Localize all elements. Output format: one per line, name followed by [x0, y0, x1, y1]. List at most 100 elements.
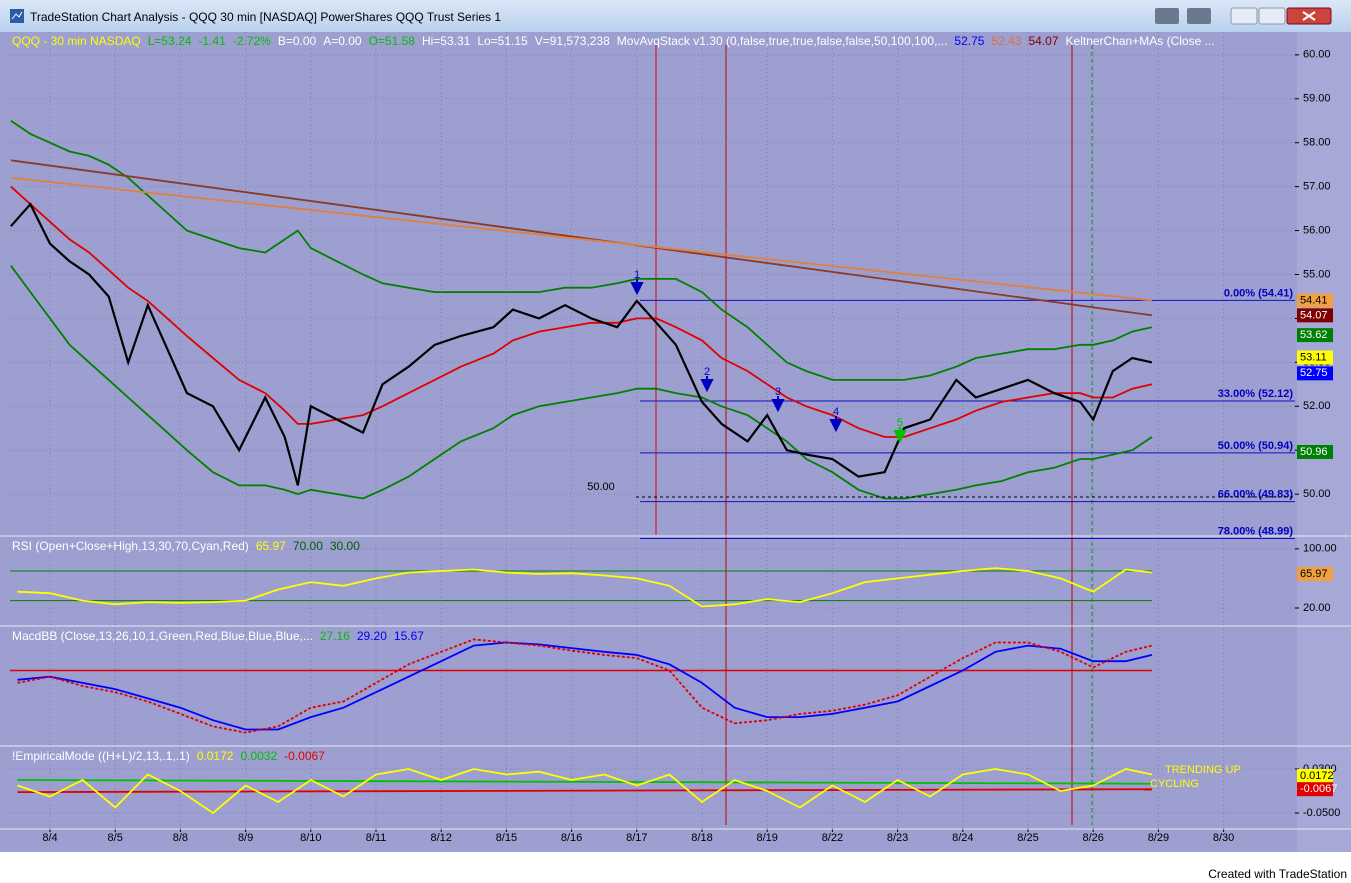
price-box	[1297, 293, 1333, 308]
y-tick-label: 100.00	[1303, 543, 1337, 555]
x-tick-label: 8/29	[1148, 832, 1169, 844]
x-tick-label: 8/18	[691, 832, 712, 844]
series-line	[10, 185, 1153, 438]
x-tick-label: 8/12	[430, 832, 451, 844]
x-tick-label: 8/24	[952, 832, 973, 844]
footer: Created with TradeStation	[1208, 867, 1347, 881]
annotation: 2	[704, 366, 710, 378]
price-box	[1297, 350, 1333, 365]
window-controls[interactable]	[1155, 6, 1345, 28]
plot-bg	[0, 32, 1351, 852]
menu-button[interactable]	[1155, 8, 1179, 24]
legend-item: Hi=53.31	[421, 34, 471, 48]
title-bar: TradeStation Chart Analysis - QQQ 30 min…	[0, 0, 1351, 32]
arrow	[700, 376, 714, 393]
legend-item: -2.72%	[232, 34, 271, 48]
axis-bg	[1297, 32, 1351, 852]
x-tick-label: 8/4	[42, 832, 57, 844]
legend-item: 70.00	[292, 539, 323, 553]
fib-label: 33.00% (52.12)	[1218, 388, 1294, 400]
x-tick-label: 8/26	[1082, 832, 1103, 844]
chart: 8/4 8/5 8/8 8/9 8/10 8/11 8/12 8/15 8/16 8/17 8/18…	[0, 32, 1351, 883]
annotation: 3	[775, 386, 781, 398]
price-box	[1297, 366, 1333, 381]
series-line	[10, 265, 1153, 500]
legend-item: 29.20	[356, 629, 387, 643]
note: TRENDING UP	[1165, 764, 1241, 776]
x-tick-label: 8/17	[626, 832, 647, 844]
legend-item: A=0.00	[323, 34, 362, 48]
footer-bg	[0, 852, 1351, 883]
y-tick-label: 57.00	[1303, 181, 1331, 193]
series-line	[17, 779, 1152, 785]
legend-item: Lo=51.15	[477, 34, 528, 48]
legend-item: L=53.24	[147, 34, 192, 48]
note: CYCLING	[1150, 778, 1199, 790]
price-box-label: 52.75	[1300, 367, 1328, 379]
price-box-label: 50.96	[1300, 446, 1328, 458]
x-tick-label: 8/25	[1017, 832, 1038, 844]
fib-label: 0.00% (54.41)	[1224, 287, 1293, 299]
price-box-label: 53.11	[1300, 351, 1327, 363]
y-tick-label: -0.0500	[1303, 807, 1340, 819]
fib-label: 78.00% (48.99)	[1218, 525, 1294, 537]
y-tick-label: 52.00	[1303, 400, 1331, 412]
legend-item: MacdBB (Close,13,26,10,1,Green,Red,Blue,…	[12, 629, 313, 643]
maximize-button[interactable]	[1258, 7, 1286, 25]
price-box	[1297, 444, 1333, 459]
annotation: 4	[833, 406, 839, 418]
series-line	[10, 119, 1153, 381]
minimize-button[interactable]	[1230, 7, 1258, 25]
arrow	[630, 279, 644, 296]
legend-item: -1.41	[198, 34, 226, 48]
x-tick-label: 8/30	[1213, 832, 1234, 844]
x-tick-label: 8/22	[822, 832, 843, 844]
x-tick-label: 8/11	[366, 832, 387, 844]
menu-button[interactable]	[1187, 8, 1211, 24]
y-tick-label: 50.00	[1303, 488, 1331, 500]
legend-item: 15.67	[393, 629, 424, 643]
legend-item: 0.0032	[240, 749, 278, 763]
price-box-label: 0.0172	[1300, 770, 1334, 782]
legend: !EmpiricalMode ((H+L)/2,13,.1,.1) 0.0172 0…	[12, 749, 325, 763]
annotation: 50.00	[587, 481, 615, 493]
legend-item: !EmpiricalMode ((H+L)/2,13,.1,.1)	[12, 749, 190, 763]
legend-item: 65.97	[255, 539, 286, 553]
legend-item: V=91,573,238	[534, 34, 610, 48]
series-line	[17, 788, 1152, 793]
x-tick-label: 8/19	[756, 832, 777, 844]
app-icon	[10, 9, 24, 23]
legend-item: RSI (Open+Close+High,13,30,70,Cyan,Red)	[12, 539, 249, 553]
legend-item: O=51.58	[368, 34, 415, 48]
price-box	[1297, 782, 1333, 797]
y-tick-label: 55.00	[1303, 268, 1331, 280]
fib-label: 50.00% (50.94)	[1218, 440, 1294, 452]
legend-item: 54.07	[1028, 34, 1059, 48]
x-tick-label: 8/5	[108, 832, 123, 844]
legend: MacdBB (Close,13,26,10,1,Green,Red,Blue,…	[12, 629, 424, 643]
x-tick-label: 8/9	[238, 832, 253, 844]
x-tick-label: 8/10	[300, 832, 321, 844]
y-tick-label: 59.00	[1303, 93, 1331, 105]
legend-item: 27.16	[319, 629, 350, 643]
x-tick-label: 8/16	[561, 832, 582, 844]
series-line	[10, 202, 1153, 486]
arrow	[771, 396, 785, 413]
series-line	[17, 567, 1153, 608]
y-tick-label: 56.00	[1303, 224, 1331, 236]
fib-label: 66.00% (49.83)	[1218, 489, 1294, 501]
price-box-label: -0.0067	[1300, 783, 1337, 795]
legend-item: QQQ - 30 min NASDAQ	[12, 34, 141, 48]
annotation: 1	[634, 269, 640, 281]
legend-item: -0.0067	[284, 749, 325, 763]
arrow	[893, 427, 907, 444]
legend-item: 52.43	[991, 34, 1022, 48]
price-box-label: 54.07	[1300, 309, 1328, 321]
y-tick-label: 58.00	[1303, 137, 1331, 149]
price-box	[1297, 769, 1333, 784]
legend-item: B=0.00	[277, 34, 317, 48]
price-box	[1297, 308, 1333, 323]
price-box-label: 53.62	[1300, 329, 1328, 341]
legend-item: 52.75	[954, 34, 985, 48]
